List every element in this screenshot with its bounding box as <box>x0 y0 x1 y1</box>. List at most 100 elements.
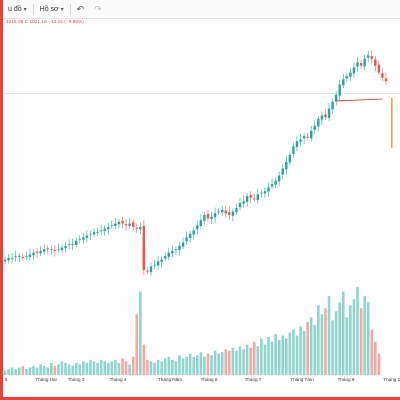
candle-body <box>42 249 46 252</box>
volume-bar <box>49 362 53 375</box>
toolbar-divider <box>32 3 34 15</box>
volume-bar <box>295 335 299 375</box>
candle-body <box>7 257 10 261</box>
candle-body <box>110 225 114 227</box>
candle-body <box>267 187 270 192</box>
volume-bar <box>103 361 107 375</box>
volume-bar <box>178 355 181 375</box>
volume-bar <box>106 362 110 375</box>
chart-type-dropdown[interactable]: u đồ ▾ <box>3 0 32 18</box>
candle-body <box>210 216 213 220</box>
candle-body <box>327 108 331 118</box>
candle-body <box>156 261 160 266</box>
interval-dropdown[interactable]: Hồ sơ ▾ <box>35 0 69 18</box>
candle-body <box>356 62 359 67</box>
volume-bar <box>149 361 153 375</box>
candle-body <box>10 257 14 259</box>
candle-body <box>181 242 185 247</box>
candle-body <box>345 76 349 79</box>
volume-bar <box>174 361 178 375</box>
candle-body <box>196 225 199 230</box>
candle-body <box>131 222 135 227</box>
interval-label: Hồ sơ <box>39 5 59 13</box>
candle-body <box>46 248 49 250</box>
candle-body <box>71 244 74 245</box>
volume-bar <box>195 355 199 375</box>
volume-bar <box>39 364 42 375</box>
x-tick-label: Tháng 7 <box>244 377 262 382</box>
candle-body <box>185 237 188 242</box>
redo-button[interactable]: ↷ <box>89 0 107 18</box>
candle-body <box>21 256 25 258</box>
volume-bar <box>235 350 238 375</box>
volume-bar <box>146 359 149 375</box>
candle-body <box>374 59 377 66</box>
volume-bar <box>210 355 213 375</box>
candle-body <box>171 250 174 254</box>
candle-body <box>366 55 370 58</box>
candle-body <box>281 168 284 175</box>
x-tick-label: Tháng 6 <box>200 377 218 382</box>
volume-bar <box>256 346 260 375</box>
candle-body <box>78 238 81 240</box>
candle-body <box>89 233 92 235</box>
candle-body <box>352 67 356 74</box>
volume-bar <box>224 349 228 375</box>
candle-body <box>285 161 288 170</box>
undo-button[interactable]: ↶ <box>72 0 90 18</box>
chevron-down-icon: ▾ <box>60 6 64 13</box>
volume-bar <box>71 365 74 375</box>
volume-bar <box>124 361 128 375</box>
candle-body <box>160 259 163 262</box>
candle-body <box>324 114 327 118</box>
volume-bar <box>324 308 327 375</box>
candle-body <box>317 118 320 127</box>
volume-bar <box>139 291 142 375</box>
volume-bar <box>374 341 377 375</box>
volume-bar <box>366 302 370 375</box>
candle-body <box>146 270 149 272</box>
candle-body <box>107 226 110 230</box>
volume-bar <box>220 352 224 375</box>
volume-bar <box>302 331 306 375</box>
volume-bar <box>156 359 160 375</box>
volume-bar <box>64 362 67 375</box>
redo-icon: ↷ <box>94 3 102 14</box>
candle-body <box>103 228 106 232</box>
volume-bar <box>317 305 320 375</box>
candle-body <box>199 220 203 226</box>
volume-bar <box>277 340 281 375</box>
candle-body <box>277 175 281 182</box>
candle-body <box>57 249 60 251</box>
volume-bar <box>121 358 124 375</box>
volume-bar <box>57 364 60 375</box>
volume-bar <box>359 308 363 375</box>
candle-body <box>253 198 256 200</box>
candle-body <box>238 202 242 208</box>
volume-bar <box>356 287 359 375</box>
volume-bar <box>153 362 156 375</box>
candle-body <box>99 230 103 232</box>
candle-body <box>228 212 231 215</box>
candle-body <box>384 78 388 82</box>
volume-bar <box>192 356 196 375</box>
volume-bar <box>242 349 245 375</box>
candle-body <box>217 211 220 213</box>
chart-toolbar: u đồ ▾ Hồ sơ ▾ ↶ ↷ <box>3 0 400 19</box>
volume-bar <box>25 368 28 375</box>
volume-bar <box>313 324 317 375</box>
candle-body <box>245 196 249 202</box>
volume-bar <box>288 332 292 375</box>
candle-body <box>338 84 341 96</box>
candle-body <box>164 256 167 259</box>
volume-bar <box>199 352 203 375</box>
window-frame-left <box>0 0 3 400</box>
volume-bar <box>89 359 92 375</box>
volume-bar <box>320 314 324 375</box>
ohlc-legend: 1015.09 C 1021.16 −14.15 (−0.86%) <box>6 19 84 24</box>
volume-bar <box>352 299 356 375</box>
volume-bar <box>306 321 309 375</box>
volume-bar <box>213 350 217 375</box>
window-frame-bottom <box>0 397 400 400</box>
